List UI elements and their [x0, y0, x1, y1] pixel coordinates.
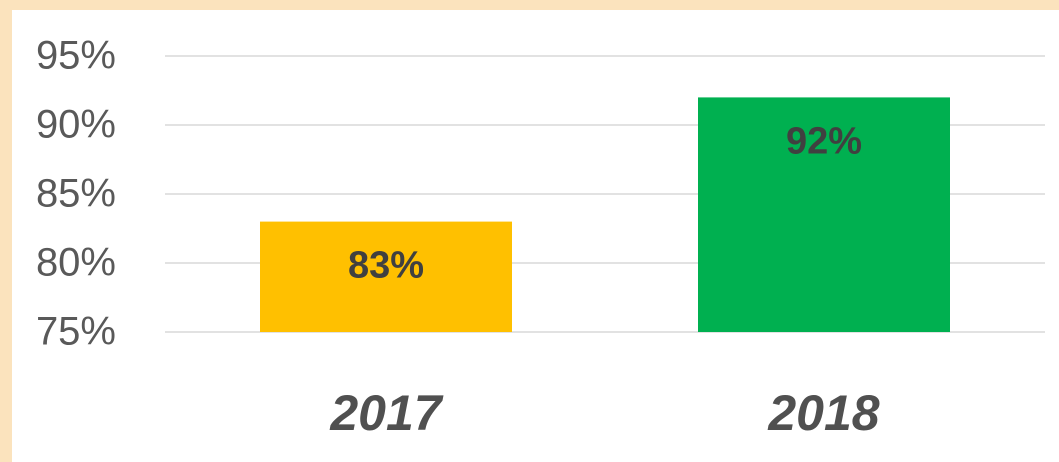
- y-tick-label: 80%: [36, 241, 116, 285]
- x-tick-label: 2018: [767, 385, 879, 441]
- x-tick-label: 2017: [329, 385, 443, 441]
- y-tick-label: 75%: [36, 310, 116, 354]
- bar: [698, 97, 950, 333]
- value-label: 92%: [786, 120, 862, 162]
- value-label: 83%: [348, 245, 424, 287]
- y-tick-label: 90%: [36, 103, 116, 147]
- bar: [260, 221, 512, 332]
- y-tick-label: 95%: [36, 34, 116, 78]
- y-tick-label: 85%: [36, 172, 116, 216]
